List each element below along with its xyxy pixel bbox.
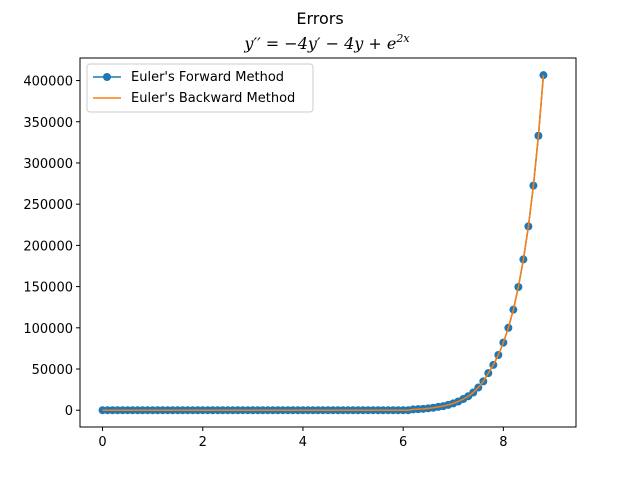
legend: Euler's Forward Method Euler's Backward … [86, 63, 314, 113]
chart-subtitle: y′′ = −4y′ − 4y + e2x [243, 32, 410, 53]
y-tick-label: 350000 [23, 116, 73, 131]
chart-title: Errors [296, 9, 343, 28]
series-layer [98, 71, 548, 415]
x-tick-label: 8 [499, 435, 507, 450]
plot-area-frame [79, 57, 577, 428]
chart-title-group: Errors y′′ = −4y′ − 4y + e2x [243, 9, 410, 53]
y-tick-label: 0 [65, 404, 73, 419]
y-tick-label: 50000 [32, 363, 73, 378]
y-tick-label: 150000 [23, 281, 73, 296]
axes-layer: 0 2 4 6 8 0 50000 100000 150000 200000 250000 30000… [23, 75, 507, 450]
legend-marker-forward [103, 73, 111, 81]
x-tick-label: 0 [98, 435, 106, 450]
y-tick-label: 250000 [23, 198, 73, 213]
chart-subtitle-exponent: 2x [395, 32, 410, 45]
series-line-backward [102, 75, 545, 411]
x-tick-label: 2 [199, 435, 207, 450]
x-tick-label: 6 [399, 435, 407, 450]
legend-label-backward: Euler's Backward Method [131, 91, 295, 106]
chart-subtitle-main: y′′ = −4y′ − 4y + e [243, 34, 396, 53]
y-tick-label: 300000 [23, 157, 73, 172]
y-tick-label: 400000 [23, 75, 73, 90]
legend-frame [86, 63, 314, 113]
y-tick-label: 100000 [23, 322, 73, 337]
legend-label-forward: Euler's Forward Method [131, 70, 284, 85]
x-tick-label: 4 [299, 435, 307, 450]
series-line-forward [102, 75, 545, 411]
y-tick-label: 200000 [23, 239, 73, 254]
